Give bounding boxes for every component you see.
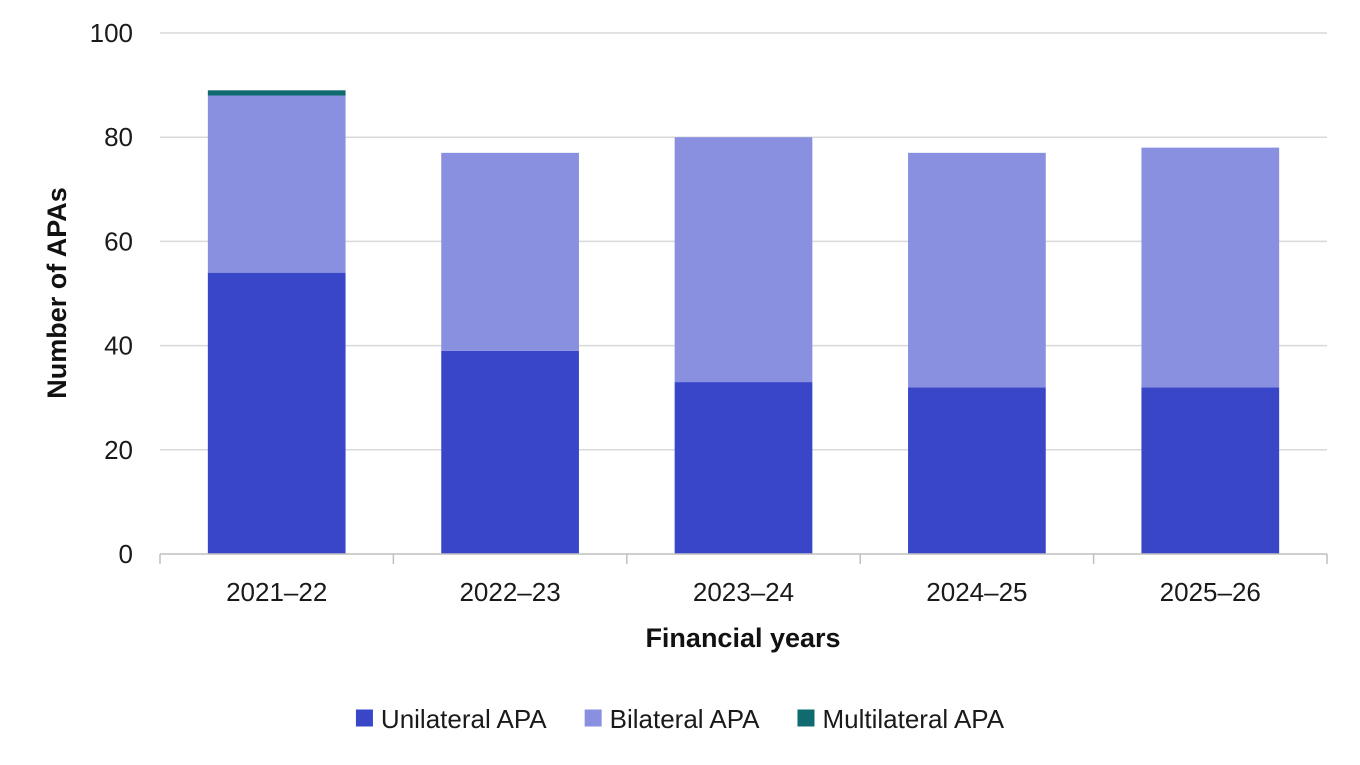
legend: Unilateral APA Bilateral APA Multilateral … xyxy=(355,704,1005,734)
bar-unilateral-apa-3 xyxy=(908,387,1046,554)
bar-unilateral-apa-2 xyxy=(674,382,813,554)
bar-unilateral-apa-0 xyxy=(207,272,346,554)
y-tick-label: 60 xyxy=(104,226,133,256)
legend-label: Unilateral APA xyxy=(381,704,547,734)
legend-label: Multilateral APA xyxy=(822,704,1004,734)
legend-item: Multilateral APA xyxy=(797,704,1005,734)
y-tick-label: 20 xyxy=(104,435,133,465)
axes: 0 20 40 60 80 100 2021–22 2022–23 2023–24 2024–25… xyxy=(90,18,1328,607)
bar-bilateral-apa-1 xyxy=(441,152,579,351)
bar-bilateral-apa-0 xyxy=(207,95,346,273)
bar-bilateral-apa-4 xyxy=(1141,147,1280,388)
legend-label: Bilateral APA xyxy=(610,704,760,734)
y-tick-label: 80 xyxy=(104,122,133,152)
legend-swatch xyxy=(797,709,815,727)
bar-unilateral-apa-4 xyxy=(1141,387,1280,554)
x-axis-title: Financial years xyxy=(645,623,840,653)
legend-item: Bilateral APA xyxy=(584,704,760,734)
y-axis-title: Number of APAs xyxy=(42,187,72,399)
bar-unilateral-apa-1 xyxy=(441,350,579,554)
legend-item: Unilateral APA xyxy=(355,704,547,734)
y-tick-label: 0 xyxy=(119,539,133,569)
legend-swatch xyxy=(355,709,373,727)
y-tick-label: 40 xyxy=(104,331,133,361)
x-tick-label: 2025–26 xyxy=(1160,577,1261,607)
x-tick-label: 2021–22 xyxy=(226,577,327,607)
bar-bilateral-apa-3 xyxy=(908,152,1046,388)
bar-multilateral-apa-0 xyxy=(207,90,346,96)
bar-bilateral-apa-2 xyxy=(674,137,813,383)
x-tick-label: 2024–25 xyxy=(926,577,1027,607)
x-tick-label: 2022–23 xyxy=(459,577,560,607)
y-tick-label: 100 xyxy=(90,18,133,48)
x-tick-label: 2023–24 xyxy=(693,577,794,607)
bars xyxy=(207,90,1280,554)
legend-swatch xyxy=(584,709,602,727)
